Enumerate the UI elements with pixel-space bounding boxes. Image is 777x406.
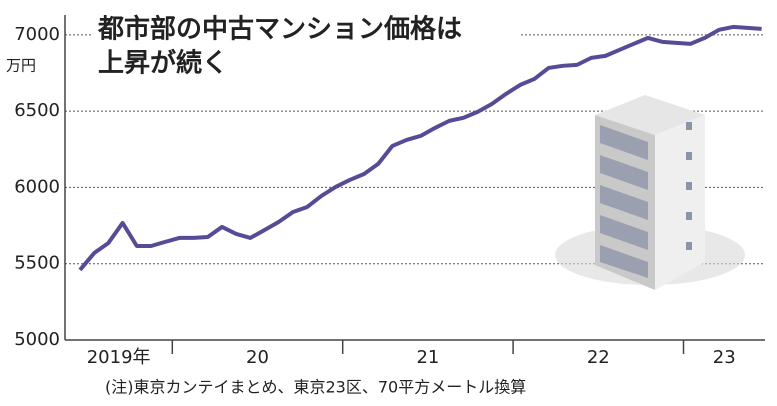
y-tick-label: 7000 [14,24,60,45]
y-tick-label: 6500 [14,100,60,121]
line-series [78,24,762,272]
y-tick-label: 5500 [14,253,60,274]
chart-title: 上昇が続く [98,48,228,79]
building-illustration [555,95,745,290]
chart-title: 都市部の中古マンション価格は [97,14,462,45]
x-tick-label: 21 [416,347,439,368]
x-tick-label: 20 [246,347,269,368]
note: (注)東京カンテイまとめ、東京23区、70平方メートル換算 [105,378,526,397]
x-tick-label: 22 [587,347,610,368]
x-tick-label: 23 [713,347,736,368]
title-background [92,10,520,80]
x-tick-label: 2019年 [87,347,151,368]
y-tick-label: 5000 [14,329,60,350]
y-tick-label: 6000 [14,176,60,197]
y-unit: 万円 [6,57,36,75]
